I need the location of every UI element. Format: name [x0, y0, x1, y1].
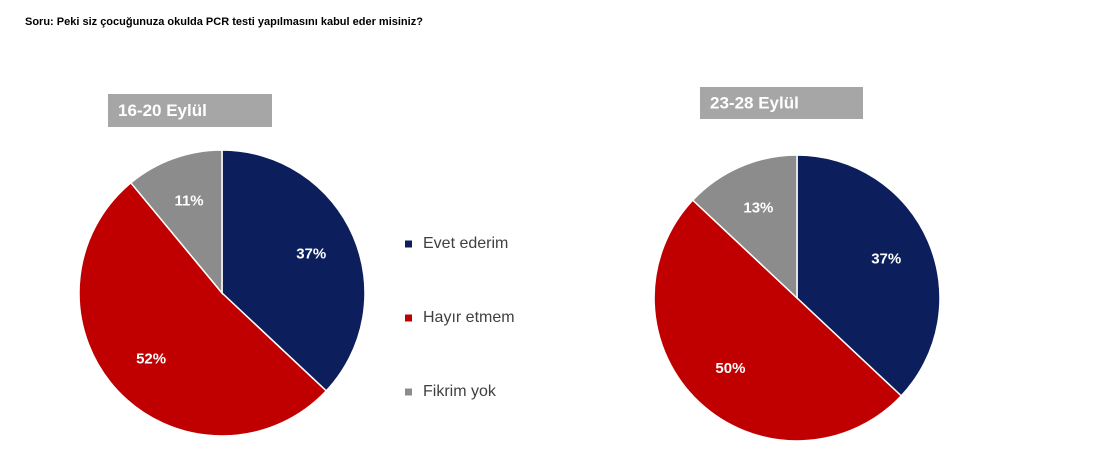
pie-slice	[796, 154, 941, 397]
data-label: 37%	[296, 245, 326, 262]
data-label: 11%	[174, 192, 203, 209]
question-title: Soru: Peki siz çocuğunuza okulda PCR tes…	[25, 16, 423, 28]
pie-slice	[221, 149, 366, 392]
pie-slice	[653, 199, 903, 442]
legend-label: Hayır etmem	[423, 309, 515, 326]
data-label: 37%	[871, 250, 901, 267]
pie-title-box	[700, 87, 863, 119]
legend-label: Evet ederim	[423, 235, 508, 252]
pie-slice	[129, 149, 223, 296]
pie-slice	[78, 181, 328, 437]
legend-swatch	[405, 388, 412, 396]
legend-swatch	[405, 240, 412, 248]
pie-slice	[691, 154, 798, 300]
data-label: 13%	[743, 200, 773, 217]
legend-label: Fikrim yok	[423, 383, 497, 400]
pie-title: 23-28 Eylül	[710, 93, 799, 112]
data-label: 50%	[715, 360, 745, 377]
data-label: 52%	[136, 351, 166, 368]
legend-swatch	[405, 314, 412, 322]
pie-title-box	[108, 94, 272, 127]
pie-title: 16-20 Eylül	[118, 101, 207, 120]
